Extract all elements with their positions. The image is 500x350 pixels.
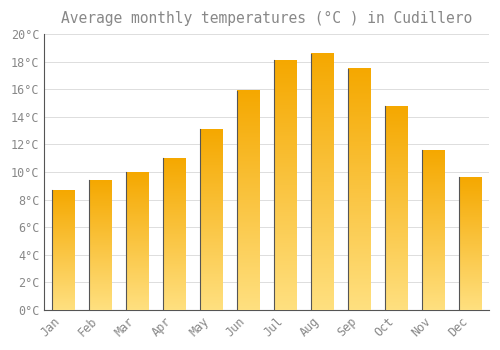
Bar: [89, 180, 111, 310]
Bar: [422, 150, 444, 310]
Bar: [311, 54, 334, 310]
Bar: [385, 106, 407, 310]
Bar: [348, 69, 370, 310]
Bar: [52, 190, 74, 310]
Bar: [126, 172, 148, 310]
Bar: [237, 91, 260, 310]
Bar: [274, 61, 296, 310]
Bar: [200, 129, 222, 310]
Bar: [163, 158, 185, 310]
Title: Average monthly temperatures (°C ) in Cudillero: Average monthly temperatures (°C ) in Cu…: [61, 11, 472, 26]
Bar: [460, 177, 481, 310]
